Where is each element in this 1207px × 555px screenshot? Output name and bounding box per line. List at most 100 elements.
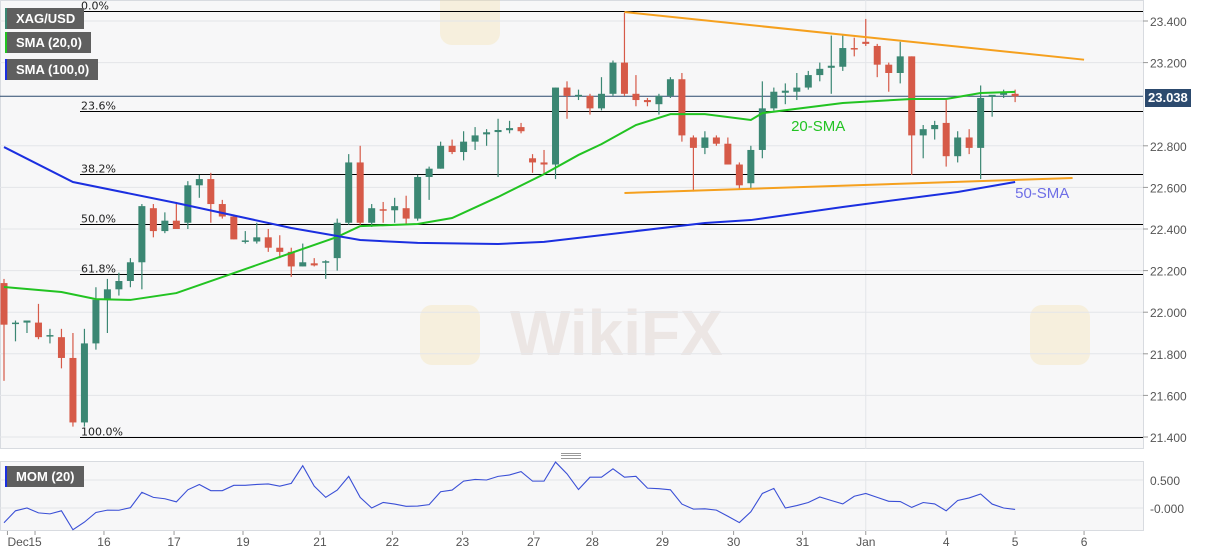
candle-body [701,137,709,148]
candle-body [678,79,686,136]
candle [345,154,353,225]
candle [241,231,249,244]
candle-body [873,45,881,65]
candle-body [115,281,123,290]
candle-body [540,162,548,165]
candle-body [827,65,835,68]
candle-body [264,237,272,248]
candle-body [379,209,387,211]
y-tick-label: 23.400 [1150,15,1187,29]
candle [276,235,284,259]
candle [827,35,835,94]
candle-body [0,283,8,325]
x-tick-label: 23 [456,535,470,549]
candle-body [448,145,456,153]
candle-body [230,216,238,240]
x-tick-label: 6 [1081,535,1088,549]
candle [586,93,594,115]
x-tick-label: Jan [856,535,875,549]
candle [862,18,870,46]
annotation-label: 20-SMA [791,118,845,135]
candle-body [632,93,640,101]
candle [770,87,778,111]
candle-body [322,261,330,263]
candle [34,303,42,340]
candle [655,93,663,115]
candle-body [460,141,468,153]
candle-body [23,320,31,323]
candle-body [184,185,192,223]
candle [552,87,560,180]
candle [873,43,881,78]
x-tick-label: 22 [386,535,400,549]
candle [804,70,812,90]
mom-line [3,461,1016,531]
candle [460,131,468,161]
watermark-text: WikiFX [510,297,723,369]
candle-body [276,247,284,252]
y-tick-label: 22.600 [1150,181,1187,195]
candle [643,97,651,107]
candle [609,60,617,96]
candle-body [747,149,755,184]
candle-body [195,179,203,186]
candle [724,137,732,165]
candle [368,204,376,227]
candle-body [310,263,318,266]
legend-sma20[interactable]: SMA (20,0) [5,32,91,53]
candle [575,89,582,101]
sma100-line [3,146,1016,245]
candle [816,62,824,82]
panel-resize-handle[interactable] [561,453,581,459]
candle-body [34,322,42,338]
candle-body [988,94,996,97]
legend-mom[interactable]: MOM (20) [5,466,84,487]
y-tick-label: 21.800 [1150,348,1187,362]
y-tick-label: 21.600 [1150,389,1187,403]
candle-body [781,90,789,93]
watermark-logo-icon [420,305,480,365]
candle [230,214,238,240]
candle-body [689,137,697,148]
x-tick-label: 29 [656,535,670,549]
candle [379,201,387,223]
mom-panel [0,461,1144,531]
y-tick-label: 22.800 [1150,140,1187,154]
fib-level-label: 23.6% [81,100,116,113]
candle-body [126,262,134,281]
candle [506,120,514,134]
candle [103,278,111,333]
candle [115,272,123,296]
candle-body [563,87,571,96]
candle-body [161,220,169,232]
y-tick-label: 22.000 [1150,306,1187,320]
candle [781,83,789,105]
candle-body [586,95,594,109]
candle [264,229,272,252]
candle [839,35,847,71]
candle-body [1000,92,1008,95]
legend-sma100[interactable]: SMA (100,0) [5,59,99,80]
candle [977,85,985,180]
candle [850,37,858,57]
candle [69,333,77,427]
candle-body [793,87,801,92]
x-tick-label: 5 [1012,535,1019,549]
candle-body [172,220,180,229]
candle-body [804,75,812,88]
candle-body [207,179,215,205]
candle-body [517,127,525,132]
trendline [624,177,1073,195]
candle-body [965,137,973,148]
candle [161,212,169,234]
candle-body [816,68,824,76]
candle-body [218,204,226,217]
sma20-line [3,90,1016,301]
candle [954,131,962,163]
legend-symbol[interactable]: XAG/USD [5,8,85,29]
candle [0,278,8,381]
fib-level-label: 0.0% [81,0,109,13]
candle [678,73,686,142]
candle-body [287,251,295,267]
